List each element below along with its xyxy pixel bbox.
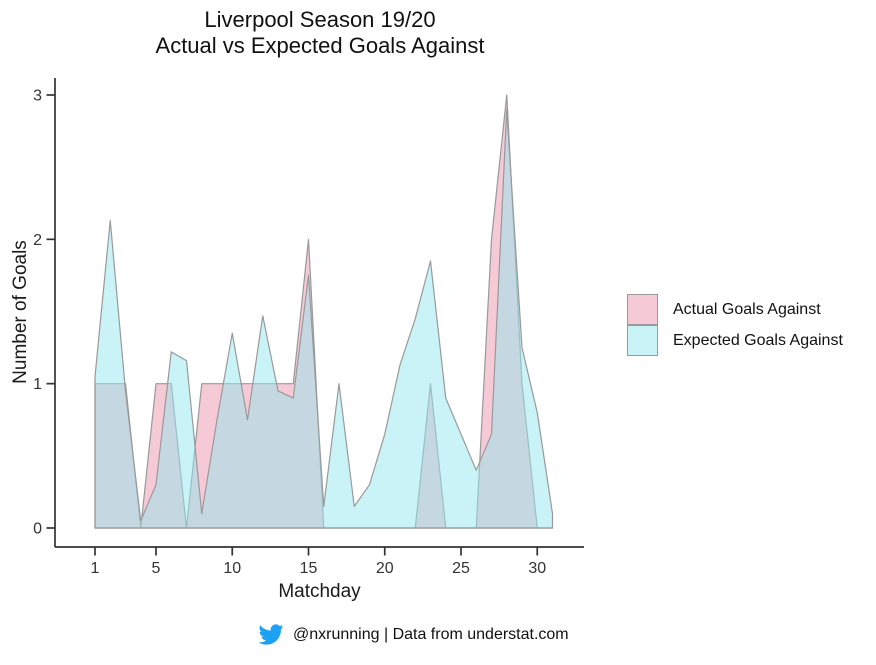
legend-swatch-expected [627,325,658,356]
x-tick-label: 20 [376,560,394,577]
legend-item-expected: Expected Goals Against [627,325,843,356]
chart-title-line1: Liverpool Season 19/20 [204,7,436,32]
x-tick-label: 15 [300,560,318,577]
footer-text: @nxrunning | Data from understat.com [293,625,569,643]
legend-item-actual: Actual Goals Against [627,294,843,325]
chart-title: Liverpool Season 19/20 Actual vs Expecte… [40,7,600,59]
x-tick-label: 1 [91,560,100,577]
chart-title-line2: Actual vs Expected Goals Against [155,33,485,58]
y-tick-label: 2 [33,232,42,249]
legend: Actual Goals Against Expected Goals Agai… [627,294,843,356]
legend-swatch-actual [627,294,658,325]
area-expected-goals-against [94,108,554,529]
y-axis-title: Number of Goals [10,240,31,384]
x-axis-title: Matchday [278,581,361,602]
x-tick-label: 5 [152,560,161,577]
x-tick-label: 25 [452,560,470,577]
legend-label-expected: Expected Goals Against [673,331,843,349]
twitter-icon [258,624,284,645]
footer-credit: @nxrunning | Data from understat.com [256,622,569,647]
legend-label-actual: Actual Goals Against [673,300,821,318]
y-tick-label: 1 [33,376,42,393]
y-tick-label: 0 [33,521,42,538]
x-tick-label: 30 [528,560,546,577]
x-tick-label: 10 [223,560,241,577]
y-tick-label: 3 [33,88,42,105]
